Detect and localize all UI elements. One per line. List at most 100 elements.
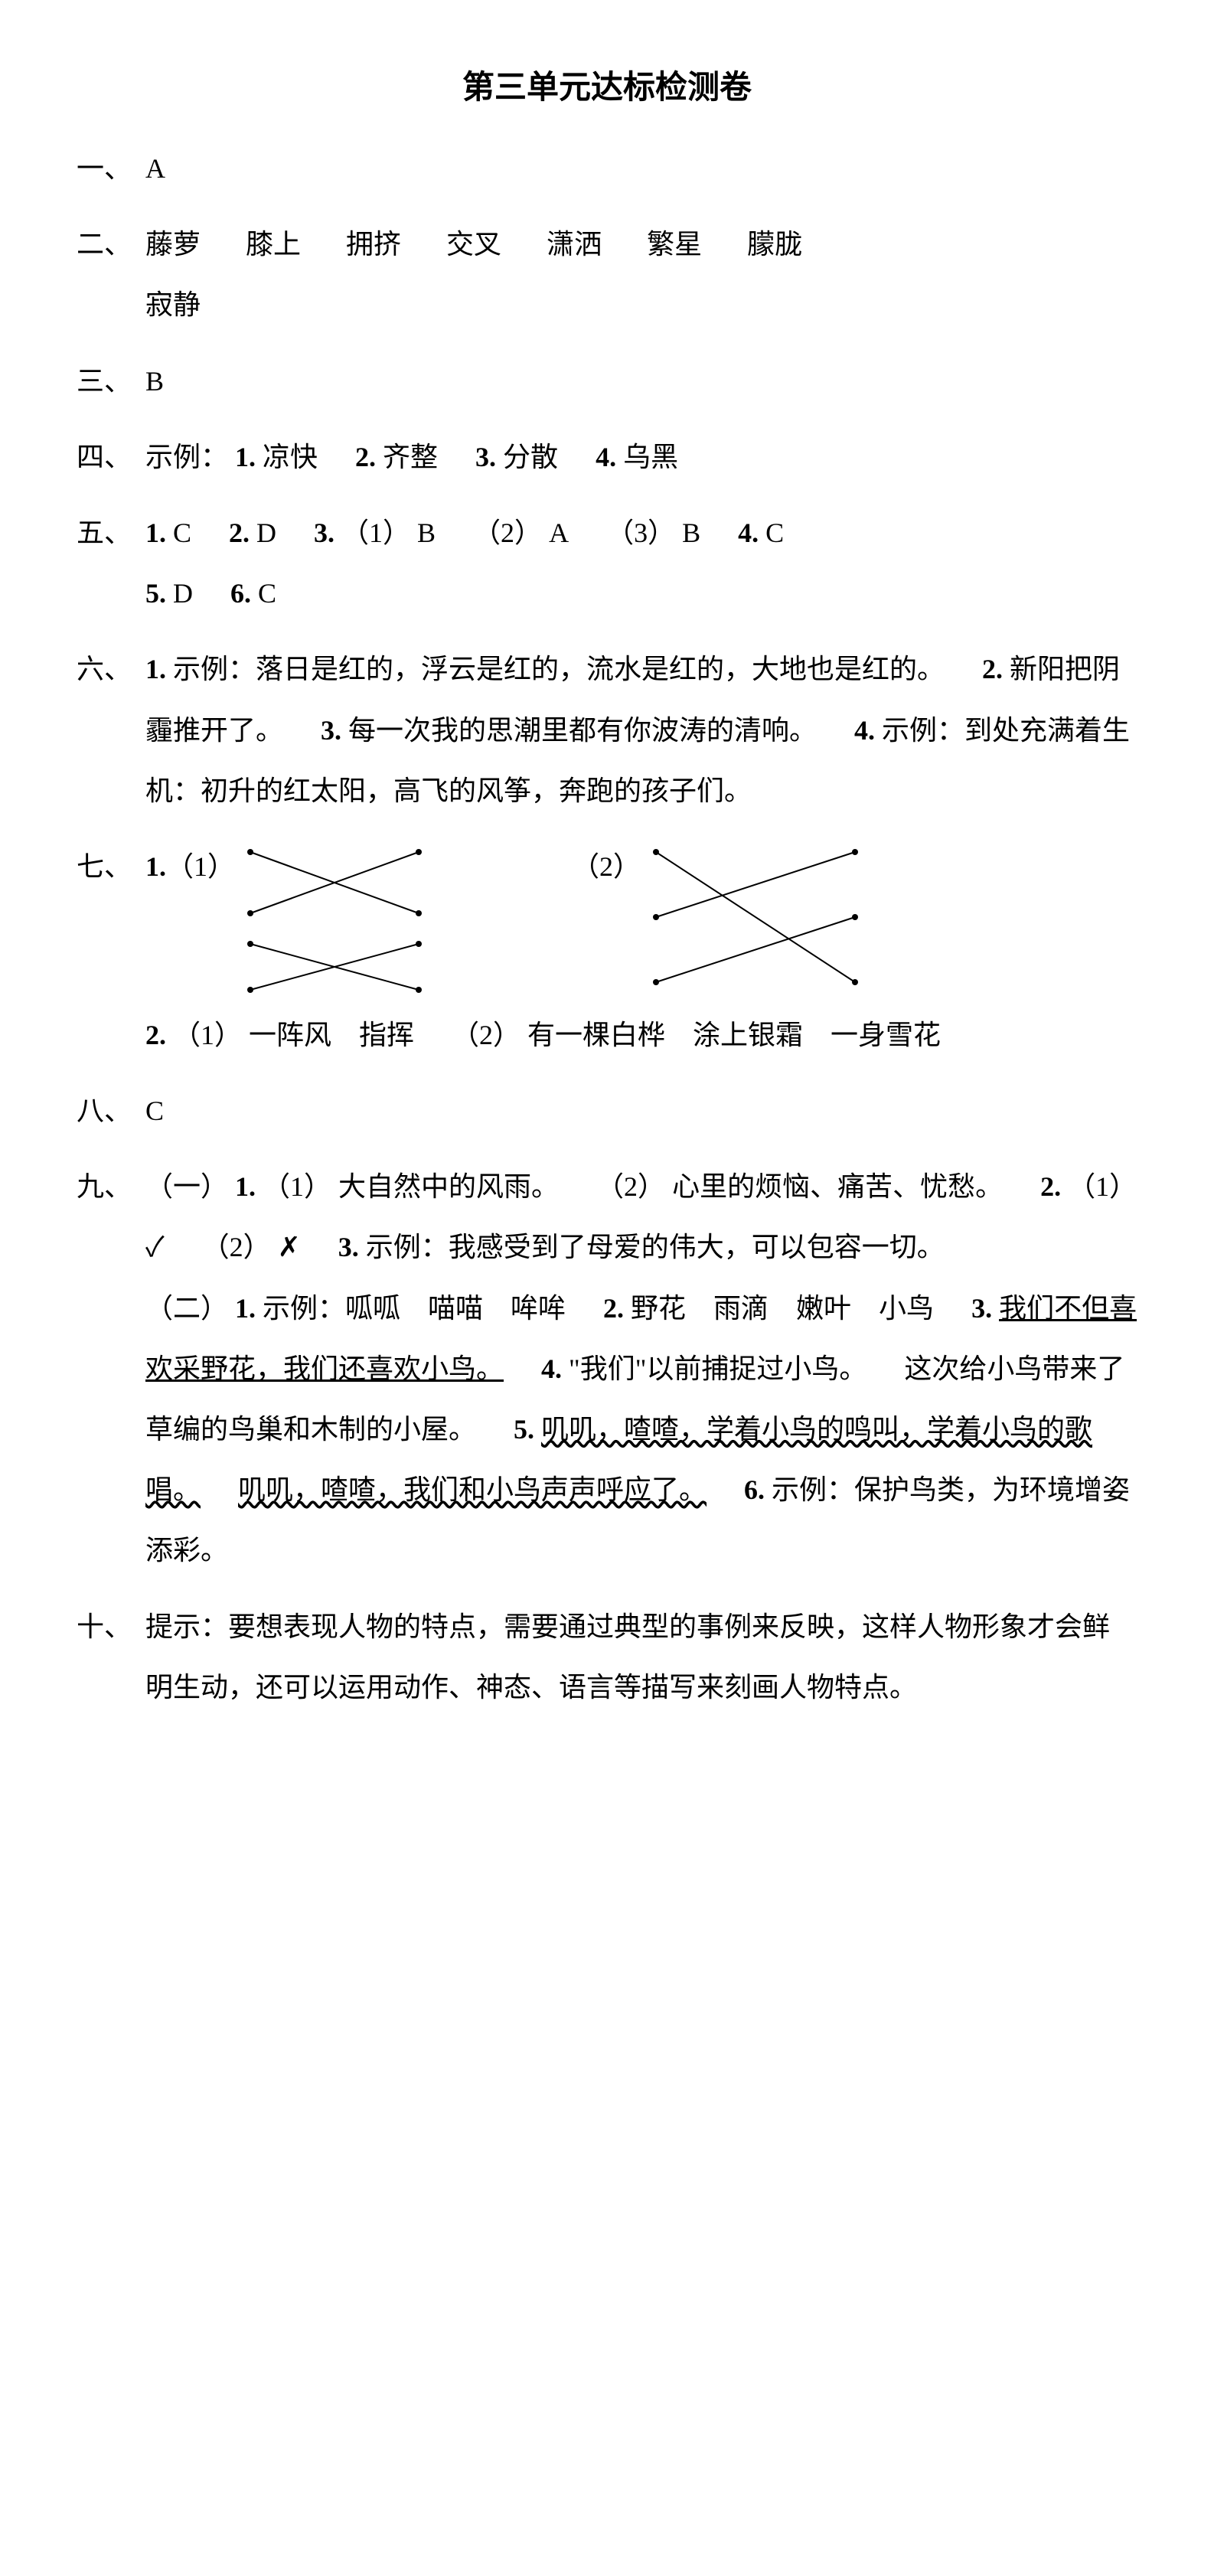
prefix: 示例： [366, 1232, 449, 1262]
section-ten: 十、 提示：要想表现人物的特点，需要通过典型的事例来反映，这样人物形象才会鲜明生… [77, 1597, 1137, 1718]
word: 藤萝 [145, 229, 201, 260]
item-num: 2. [355, 442, 376, 472]
sub-num: （2） [452, 1020, 521, 1050]
wavy-text: 叽叽，喳喳，我们和小鸟声声呼应了。 [238, 1474, 707, 1505]
section-label: 一、 [77, 139, 145, 199]
prefix: 示例： [772, 1474, 854, 1505]
item-num: 4. [738, 517, 759, 548]
section-five: 五、 1. C 2. D 3. （1） B （2） A （3） B 4. C 5… [77, 503, 1137, 624]
prefix: 示例： [882, 715, 964, 746]
item-num: 2. [603, 1293, 624, 1324]
prefix: 提示： [145, 1611, 228, 1642]
section-content: （一） 1. （1） 大自然中的风雨。 （2） 心里的烦恼、痛苦、忧愁。 2. … [145, 1157, 1137, 1581]
item-num: 3. [971, 1293, 992, 1324]
sub-num: （3） [606, 517, 675, 548]
item-text: 凉快 [263, 442, 318, 472]
item-num: 4. [541, 1353, 562, 1384]
section-label: 五、 [77, 503, 145, 624]
sub-num: （2） [473, 517, 542, 548]
item-num: 3. [314, 517, 335, 548]
section-eight: 八、 C [77, 1081, 1137, 1141]
section-content: 1. （1） （2） 2. （1） 一阵风 指挥 （2） 有一棵白桦 涂上银霜 … [145, 837, 1137, 1066]
item-num: 3. [321, 715, 341, 746]
item-num: 1. [235, 1293, 256, 1324]
section-six: 六、 1. 示例：落日是红的，浮云是红的，流水是红的，大地也是红的。 2. 新阳… [77, 639, 1137, 821]
word: 潇洒 [547, 229, 602, 260]
item-num: 2. [1040, 1171, 1061, 1202]
item-text: 乌黑 [623, 442, 678, 472]
sub-text: ✓ [145, 1232, 165, 1262]
item-num: 1. [145, 837, 166, 897]
item-num: 5. [514, 1414, 534, 1445]
item-num: 1. [235, 442, 256, 472]
sub-num: （1） [263, 1171, 331, 1202]
page-title: 第三单元达标检测卷 [77, 61, 1137, 108]
item-text: 我感受到了母爱的伟大，可以包容一切。 [449, 1232, 945, 1262]
item-text: C [258, 578, 276, 609]
section-label: 六、 [77, 639, 145, 821]
item-text: 要想表现人物的特点，需要通过典型的事例来反映，这样人物形象才会鲜明生动，还可以运… [145, 1611, 1110, 1703]
sub-text: A [549, 517, 569, 548]
item-text: C [765, 517, 784, 548]
word: 交叉 [446, 229, 501, 260]
matching-item-1: 1. （1） [145, 837, 434, 1005]
sub-text: 大自然中的风雨。 [338, 1171, 559, 1202]
section-content: 示例： 1. 凉快 2. 齐整 3. 分散 4. 乌黑 [145, 427, 1137, 488]
item-text: C [173, 517, 191, 548]
section-nine: 九、 （一） 1. （1） 大自然中的风雨。 （2） 心里的烦恼、痛苦、忧愁。 … [77, 1157, 1137, 1581]
matching-diagram-1 [235, 837, 434, 1005]
prefix: 示例： [263, 1293, 345, 1324]
item-num: 1. [145, 517, 166, 548]
item-num: 1. [235, 1171, 256, 1202]
sub-num: （2） [596, 1171, 665, 1202]
section-content: A [145, 139, 1137, 199]
item-text: 呱呱 喵喵 哞哞 [345, 1293, 566, 1324]
sub-num: （1） [173, 1020, 242, 1050]
word: 朦胧 [747, 229, 802, 260]
item-text: 野花 雨滴 嫩叶 小鸟 [631, 1293, 934, 1324]
item-text: 每一次我的思潮里都有你波涛的清响。 [348, 715, 817, 746]
section-label: 七、 [77, 837, 145, 1066]
prefix: 示例： [145, 442, 228, 472]
item-num: 4. [596, 442, 616, 472]
section-label: 三、 [77, 351, 145, 412]
sub-num: （1） [1068, 1171, 1137, 1202]
item-text: 落日是红的，浮云是红的，流水是红的，大地也是红的。 [256, 654, 945, 684]
part-label: （二） [145, 1293, 228, 1324]
item-num: 2. [229, 517, 250, 548]
section-content: B [145, 351, 1137, 412]
section-label: 八、 [77, 1081, 145, 1141]
item-text: D [173, 578, 193, 609]
sub-label: （1） [166, 837, 235, 897]
prefix: 示例： [173, 654, 256, 684]
section-content: 1. C 2. D 3. （1） B （2） A （3） B 4. C 5. D… [145, 503, 1137, 624]
sub-text: 心里的烦恼、痛苦、忧愁。 [672, 1171, 1003, 1202]
section-one: 一、 A [77, 139, 1137, 199]
section-three: 三、 B [77, 351, 1137, 412]
section-content: 1. 示例：落日是红的，浮云是红的，流水是红的，大地也是红的。 2. 新阳把阴霾… [145, 639, 1137, 821]
word: 寂静 [145, 289, 201, 320]
word: 膝上 [246, 229, 301, 260]
section-content: 藤萝 膝上 拥挤 交叉 潇洒 繁星 朦胧 寂静 [145, 214, 1137, 335]
section-label: 二、 [77, 214, 145, 335]
item-text: 齐整 [383, 442, 438, 472]
section-content: C [145, 1081, 1137, 1141]
item-num: 2. [145, 1020, 166, 1050]
item-num: 4. [854, 715, 875, 746]
item-text: D [256, 517, 276, 548]
item-text: "我们"以前捕捉过小鸟。 [569, 1353, 866, 1384]
item-text: 分散 [503, 442, 558, 472]
section-two: 二、 藤萝 膝上 拥挤 交叉 潇洒 繁星 朦胧 寂静 [77, 214, 1137, 335]
section-content: 提示：要想表现人物的特点，需要通过典型的事例来反映，这样人物形象才会鲜明生动，还… [145, 1597, 1137, 1718]
sub-text: B [682, 517, 700, 548]
sub-text: 一阵风 指挥 [249, 1020, 414, 1050]
sub-num: （1） [341, 517, 410, 548]
sub-label: （2） [572, 837, 641, 897]
section-label: 四、 [77, 427, 145, 488]
part-label: （一） [145, 1171, 228, 1202]
matching-diagram-2 [641, 837, 870, 1005]
item-num: 2. [982, 654, 1003, 684]
section-four: 四、 示例： 1. 凉快 2. 齐整 3. 分散 4. 乌黑 [77, 427, 1137, 488]
word: 繁星 [647, 229, 702, 260]
item-num: 6. [744, 1474, 765, 1505]
